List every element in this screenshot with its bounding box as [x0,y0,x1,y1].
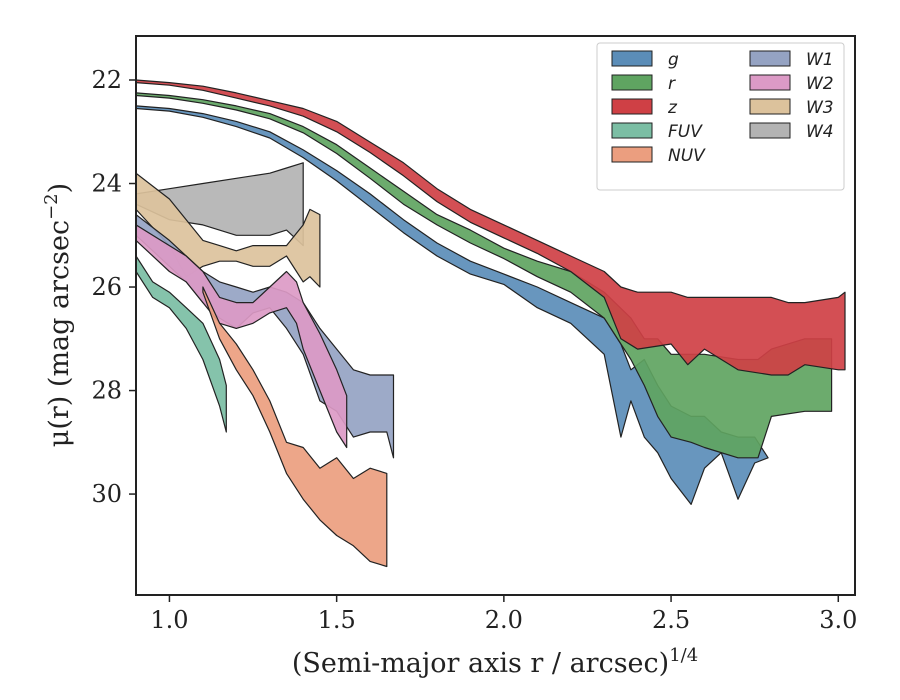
x-axis-label-exponent: 1/4 [669,645,698,666]
y-tick-label: 28 [91,377,122,405]
legend-label-w4: W4 [806,122,834,142]
x-tick-label: 2.0 [485,606,523,634]
y-axis-label: μ(r) (mag arcsec−2) [41,183,75,447]
legend-label-fuv: FUV [668,122,703,142]
x-axis-ticks: 1.0 1.5 2.0 2.5 3.0 [150,595,857,634]
legend-swatch-fuv [611,122,653,139]
series-band-r [136,92,833,459]
legend-swatch-nuv [611,146,653,163]
legend-swatch-r [611,74,653,91]
y-tick-label: 30 [91,480,122,508]
legend-swatch-w4 [749,122,791,139]
y-axis-ticks: 22 24 26 28 30 [91,66,136,508]
legend-swatch-w1 [749,50,791,67]
series-band-g [136,105,769,505]
y-tick-label: 22 [91,66,122,94]
x-tick-label: 1.5 [318,606,356,634]
x-tick-label: 1.0 [150,606,188,634]
x-tick-label: 3.0 [819,606,857,634]
legend-label-w2: W2 [806,74,834,94]
legend-label-z: z [667,98,678,118]
legend-swatch-w2 [749,74,791,91]
x-axis-label: (Semi-major axis r / arcsec)1/4 [292,645,698,679]
legend-label-r: r [668,74,676,94]
plot-frame [135,35,856,596]
legend-items: grz FUV NUV W1 W2 W3 W4 [611,50,834,166]
y-tick-label: 26 [91,273,122,301]
legend-swatch-w3 [749,98,791,115]
legend-label-g: g [668,50,679,70]
y-axis-label-exponent: −2 [41,193,62,220]
series-band-fuv [136,255,227,433]
legend-label-nuv: NUV [668,146,706,166]
series-band-nuv [202,286,388,568]
legend-swatch-g [611,50,653,67]
legend: grz FUV NUV W1 W2 W3 W4 [596,42,845,191]
y-axis-label-tail: ) [44,183,75,194]
y-tick-label: 24 [91,170,122,198]
x-tick-label: 2.5 [652,606,690,634]
legend-swatch-z [611,98,653,115]
series-band-z [136,79,846,376]
series-layer [136,79,846,568]
legend-label-w3: W3 [806,98,834,118]
legend-label-w1: W1 [806,50,834,70]
